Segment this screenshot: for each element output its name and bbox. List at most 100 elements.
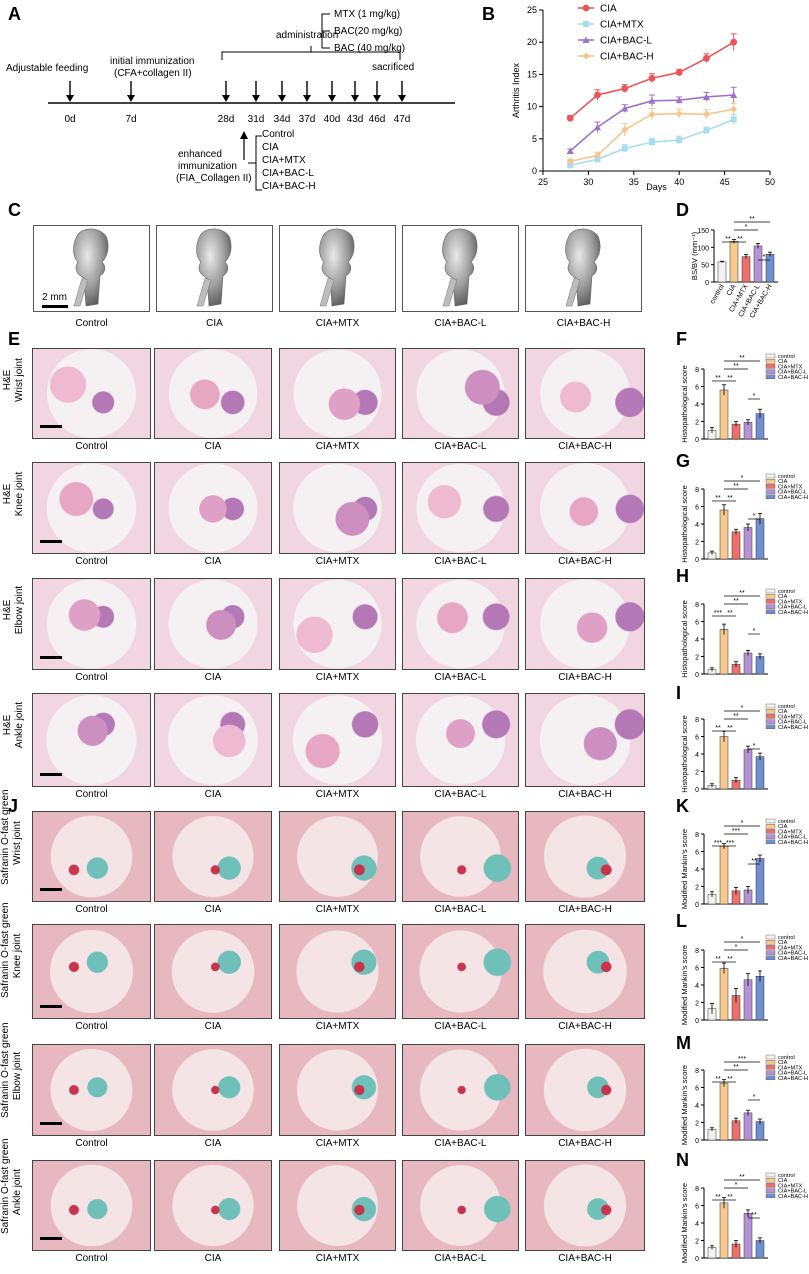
- legend-swatch: [765, 494, 776, 499]
- data-point: [648, 74, 656, 82]
- y-tick-label: 2: [695, 420, 699, 427]
- ct-caption: CIA+MTX: [315, 318, 360, 329]
- legend-label: CIA+MTX: [778, 829, 803, 835]
- timeline-day: 31d: [248, 114, 265, 125]
- histology-caption: CIA+MTX: [315, 1021, 360, 1032]
- legend-label: CIA+BAC-H: [778, 1076, 808, 1082]
- histology-caption: CIA: [204, 1253, 222, 1264]
- histology-image: [32, 1160, 151, 1251]
- y-tick-label: 8: [695, 1186, 699, 1193]
- y-tick-label: 2: [695, 655, 699, 662]
- histology-caption: Control: [75, 904, 108, 915]
- ct-scale-text: 2 mm: [42, 292, 67, 303]
- histology-image: [525, 924, 645, 1019]
- legend-swatch: [765, 1177, 776, 1183]
- y-tick-label: 4: [695, 1103, 699, 1110]
- histology-image: [32, 924, 151, 1019]
- ct-caption: CIA+BAC-H: [556, 318, 611, 329]
- legend-label: CIA+BAC-L: [778, 605, 807, 611]
- y-tick-label: 8: [695, 1068, 699, 1075]
- histology-image: [32, 348, 151, 439]
- sig-label: **: [715, 1076, 721, 1083]
- timeline-arrows: [66, 81, 406, 102]
- panel-label-g: G: [676, 451, 691, 471]
- sig-label: **: [733, 1064, 739, 1071]
- row-label: H&E Wrist joint: [2, 338, 26, 422]
- y-tick-label: 2: [695, 1121, 699, 1128]
- panel-label-e: E: [8, 329, 21, 349]
- ct-scale-bar: [42, 305, 68, 308]
- micro-ct-image: [525, 225, 642, 312]
- bar: [719, 736, 729, 790]
- row-label: H&E Knee joint: [2, 452, 26, 536]
- sig-label: *: [741, 475, 744, 482]
- timeline-day: 7d: [125, 114, 136, 125]
- legend-swatch: [765, 364, 776, 369]
- legend-label: control: [778, 474, 795, 480]
- legend-swatch: [765, 484, 776, 489]
- data-point: [594, 91, 601, 99]
- row-label: H&E Ankle joint: [2, 683, 26, 767]
- y-tick-label: 100: [697, 245, 709, 252]
- histology-caption: CIA: [204, 789, 222, 800]
- bone-render: [442, 228, 478, 307]
- y-axis-label: Modified Mankin's score: [680, 1183, 689, 1263]
- legend-swatch: [765, 599, 776, 604]
- x-tick-label: 45: [720, 177, 730, 187]
- histology-caption: CIA: [204, 1138, 222, 1149]
- histology-caption: Control: [75, 672, 108, 683]
- legend-marker: [582, 36, 590, 43]
- joint-label: Elbow joint: [12, 1051, 23, 1101]
- histology-caption: CIA: [204, 904, 222, 915]
- bar: [719, 1202, 729, 1259]
- y-tick-label: 8: [695, 367, 699, 374]
- sig-label: **: [733, 598, 739, 605]
- legend-label: CIA: [600, 4, 617, 15]
- legend-swatch: [765, 1193, 776, 1198]
- histology-caption: Control: [75, 1253, 108, 1264]
- initial-immunization-sub: (CFA+collagen II): [114, 68, 192, 79]
- histology-image: [525, 578, 645, 670]
- bone-render: [73, 228, 109, 307]
- legend-label: CIA+BAC-H: [778, 375, 808, 381]
- y-tick-label: 6: [695, 1086, 699, 1093]
- bar: [717, 261, 727, 283]
- timeline-arrowhead: [222, 95, 230, 102]
- sig-label: **: [751, 1212, 757, 1219]
- panel-label-i: I: [676, 683, 682, 703]
- histology-image: [154, 462, 272, 554]
- panel-label-b: B: [482, 4, 495, 24]
- legend-swatch: [765, 719, 776, 724]
- histology-caption: CIA+BAC-H: [558, 441, 612, 452]
- y-tick-label: 4: [695, 752, 699, 759]
- timeline-arrowhead: [398, 95, 406, 102]
- histology-caption: CIA: [204, 1021, 222, 1032]
- sig-label: **: [751, 858, 757, 865]
- histology-caption: Control: [75, 556, 108, 567]
- histology-image: [32, 578, 151, 670]
- joint-label: Wrist joint: [14, 358, 25, 402]
- legend-swatch: [765, 939, 776, 945]
- enhanced-arrow-head: [240, 131, 248, 139]
- data-point: [621, 85, 629, 92]
- timeline-day-labels: 0d 7d 28d 31d 34d 37d 40d 43d 46d 47d: [64, 114, 410, 125]
- histology-caption: CIA+BAC-H: [558, 1138, 612, 1149]
- y-tick-label: 8: [695, 717, 699, 724]
- timeline-arrowhead: [328, 95, 336, 102]
- legend-marker: [582, 52, 590, 60]
- sig-label: **: [737, 236, 743, 243]
- data-point: [730, 116, 737, 123]
- y-tick-label: 2: [695, 1001, 699, 1008]
- bar: [731, 531, 741, 560]
- y-tick-label: 4: [695, 1221, 699, 1228]
- data-point: [648, 97, 656, 104]
- sig-label: **: [727, 725, 733, 732]
- timeline-arrowhead: [351, 95, 359, 102]
- histology-caption: CIA+BAC-L: [434, 1138, 487, 1149]
